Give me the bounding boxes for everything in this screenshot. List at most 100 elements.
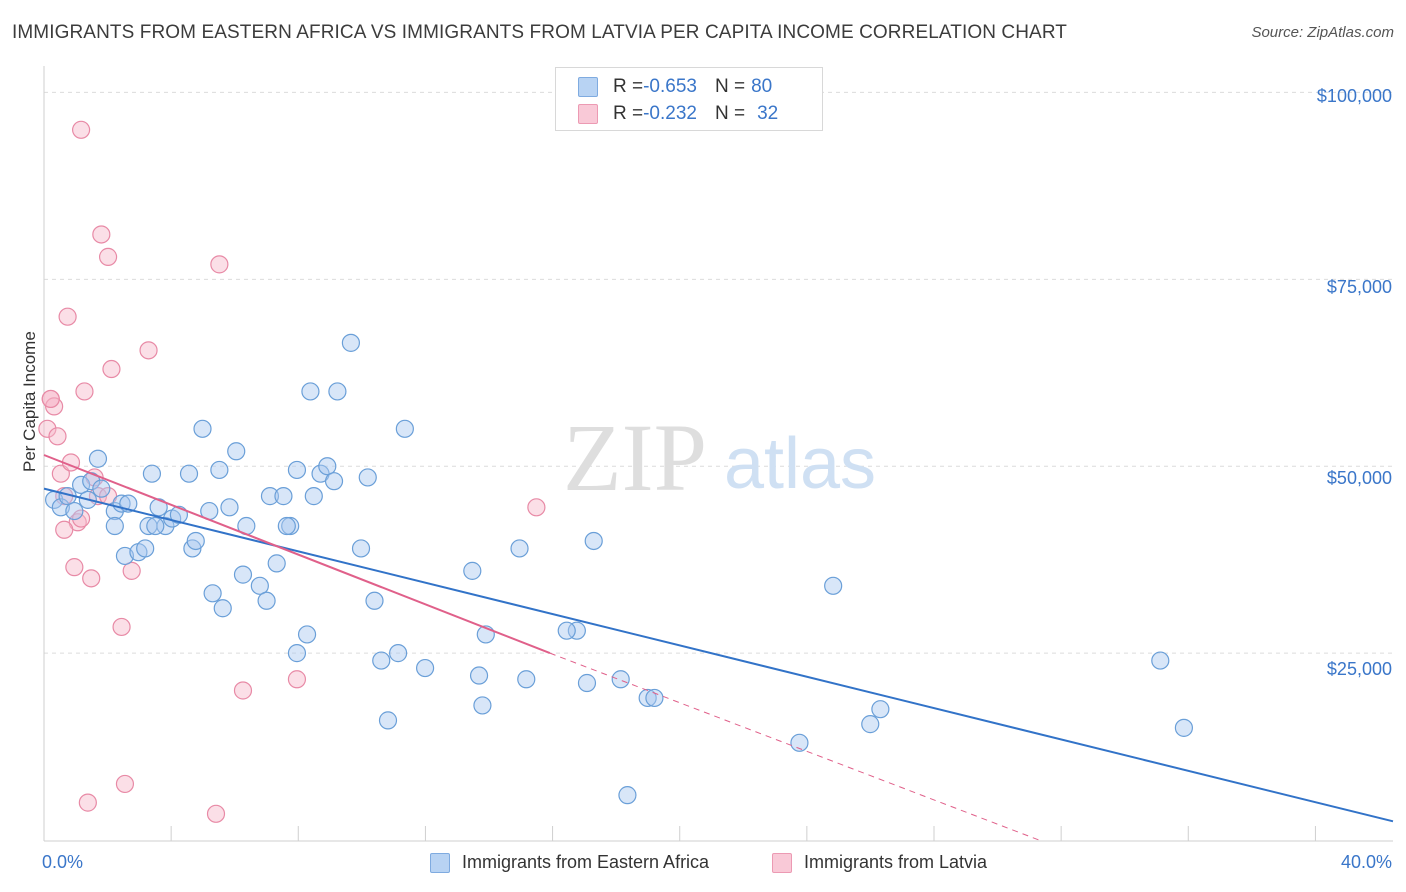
eastern-africa-point xyxy=(469,666,489,685)
eastern-africa-point xyxy=(1151,651,1170,670)
eastern-africa-point xyxy=(328,382,347,401)
eastern-africa-point xyxy=(365,591,384,610)
latvia-point xyxy=(527,498,546,517)
watermark: ZIP atlas xyxy=(563,404,876,511)
eastern-africa-point xyxy=(473,696,492,715)
bottom-legend-latvia: Immigrants from Latvia xyxy=(772,852,987,873)
eastern-africa-point xyxy=(156,516,175,536)
eastern-africa-point xyxy=(301,382,320,401)
latvia-point xyxy=(38,419,57,438)
series-latvia-points xyxy=(38,120,546,823)
latvia-point xyxy=(71,120,91,139)
eastern-africa-point xyxy=(318,457,337,476)
latvia-point xyxy=(139,341,158,360)
eastern-africa-point xyxy=(389,644,408,663)
eastern-africa-point xyxy=(1174,718,1194,737)
eastern-africa-point xyxy=(88,449,108,468)
bottom-legend-label-pink: Immigrants from Latvia xyxy=(804,852,988,872)
legend-row-eastern-africa: R = -0.653 N = 80 xyxy=(578,75,772,99)
eastern-africa-point xyxy=(510,539,529,558)
bottom-legend-swatch-blue xyxy=(430,852,450,873)
eastern-africa-point xyxy=(193,419,212,438)
eastern-africa-point xyxy=(105,516,124,536)
eastern-africa-point xyxy=(415,658,435,678)
eastern-africa-point xyxy=(790,733,809,752)
eastern-africa-point xyxy=(227,442,246,461)
eastern-africa-point xyxy=(287,644,307,663)
latvia-point xyxy=(112,617,131,637)
eastern-africa-point xyxy=(287,460,307,480)
watermark-zip: ZIP xyxy=(563,404,707,511)
eastern-africa-point xyxy=(372,651,391,670)
eastern-africa-point xyxy=(358,468,377,487)
eastern-africa-point xyxy=(142,464,162,483)
trend-line-latvia xyxy=(43,454,551,655)
eastern-africa-point xyxy=(824,576,843,595)
latvia-point xyxy=(98,247,118,266)
y-tick-75000: $75,000 xyxy=(1326,277,1392,297)
legend-n-value: 32 xyxy=(757,103,779,124)
latvia-point xyxy=(75,382,94,401)
legend-r-value: -0.232 xyxy=(643,103,697,124)
y-tick-50000: $50,000 xyxy=(1326,468,1392,488)
latvia-point xyxy=(233,681,253,700)
eastern-africa-point xyxy=(71,475,91,495)
x-tick-min: 0.0% xyxy=(42,852,84,872)
latvia-point xyxy=(92,225,111,244)
eastern-africa-point xyxy=(149,498,168,517)
eastern-africa-point xyxy=(92,479,111,498)
latvia-point xyxy=(65,558,84,577)
eastern-africa-point xyxy=(463,561,482,580)
legend-n-label: N = xyxy=(714,76,746,97)
latvia-point xyxy=(102,359,121,379)
eastern-africa-point xyxy=(65,501,84,521)
eastern-africa-point xyxy=(517,670,536,689)
eastern-africa-point xyxy=(557,621,576,640)
eastern-africa-point xyxy=(213,599,232,618)
eastern-africa-point xyxy=(179,464,199,483)
eastern-africa-point xyxy=(186,531,205,551)
series-eastern-africa-points xyxy=(45,333,1194,805)
latvia-point xyxy=(82,569,101,588)
y-tick-25000: $25,000 xyxy=(1326,659,1392,679)
eastern-africa-point xyxy=(341,333,360,352)
eastern-africa-point xyxy=(115,546,135,566)
eastern-africa-point xyxy=(277,516,296,536)
eastern-africa-point xyxy=(645,688,664,708)
latvia-point xyxy=(287,670,307,689)
watermark-atlas: atlas xyxy=(724,424,876,504)
eastern-africa-point xyxy=(233,565,253,584)
legend-swatch-blue xyxy=(578,77,598,97)
latvia-point xyxy=(71,509,91,528)
latvia-point xyxy=(51,464,70,483)
eastern-africa-point xyxy=(257,591,276,610)
y-axis-label: Per Capita Income xyxy=(20,331,39,472)
latvia-point xyxy=(41,389,60,409)
legend-r-value: -0.653 xyxy=(643,76,697,97)
eastern-africa-point xyxy=(611,670,630,689)
latvia-point xyxy=(115,774,135,794)
eastern-africa-point xyxy=(297,625,317,644)
eastern-africa-point xyxy=(304,487,323,506)
eastern-africa-point xyxy=(395,419,414,438)
eastern-africa-point xyxy=(51,498,70,517)
eastern-africa-point xyxy=(210,460,229,480)
eastern-africa-point xyxy=(871,700,890,719)
eastern-africa-point xyxy=(584,531,603,551)
eastern-africa-point xyxy=(267,554,286,573)
latvia-point xyxy=(206,804,226,823)
latvia-point xyxy=(78,793,97,812)
x-tick-max: 40.0% xyxy=(1340,852,1392,872)
trend-lines xyxy=(43,454,1394,841)
eastern-africa-point xyxy=(203,584,222,603)
eastern-africa-point xyxy=(378,711,398,730)
legend-n-value: 80 xyxy=(751,76,773,97)
y-tick-100000: $100,000 xyxy=(1316,86,1392,106)
latvia-point xyxy=(210,255,229,274)
eastern-africa-point xyxy=(638,688,657,708)
eastern-africa-point xyxy=(351,539,371,558)
latvia-point xyxy=(55,520,74,539)
axes xyxy=(43,66,1393,842)
eastern-africa-point xyxy=(567,621,586,640)
latvia-point xyxy=(48,427,67,446)
